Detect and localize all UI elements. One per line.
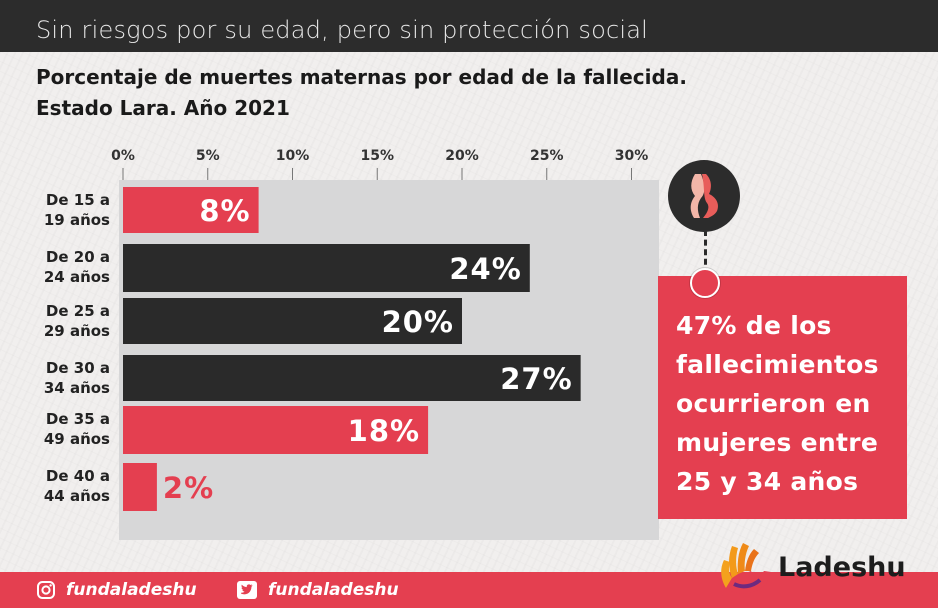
category-label: De 35 a	[46, 410, 110, 428]
bar-chart: 0% 5% 10% 15% 20% 25% 30% De 15 a 19 años 8% De 20…	[44, 148, 659, 540]
category-label: De 25 a	[46, 302, 110, 320]
data-label: 24%	[449, 252, 521, 286]
bar	[123, 355, 581, 401]
pregnant-woman-icon	[668, 160, 740, 232]
category-label: 34 años	[44, 379, 110, 397]
callout-line: ocurrieron en	[676, 389, 871, 418]
callout-text: 47% de los fallecimientos ocurrieron en …	[676, 306, 906, 501]
x-tick-label: 25%	[530, 148, 564, 164]
callout-connector	[704, 230, 707, 284]
category-label: De 15 a	[46, 191, 110, 209]
chart-title-line-2: Estado Lara. Año 2021	[36, 96, 290, 120]
page-subtitle: Sin riesgos por su edad, pero sin protec…	[36, 16, 649, 44]
callout-box	[658, 276, 907, 519]
data-label: 18%	[348, 414, 420, 448]
chart-title: Porcentaje de muertes maternas por edad …	[36, 62, 796, 124]
x-tick-label: 15%	[360, 148, 394, 164]
x-tick-label: 10%	[276, 148, 310, 164]
x-tick-label: 20%	[445, 148, 479, 164]
callout-line: mujeres entre	[676, 428, 879, 457]
instagram-icon	[36, 580, 56, 600]
instagram-handle: fundaladeshu	[66, 580, 197, 600]
footer-bar	[0, 572, 938, 608]
bar	[123, 463, 157, 511]
data-label: 27%	[500, 362, 572, 396]
header-bar: Sin riesgos por su edad, pero sin protec…	[0, 0, 938, 52]
x-tick-label: 5%	[196, 148, 220, 164]
twitter-link[interactable]: fundaladeshu	[236, 580, 399, 600]
chart-title-line-1: Porcentaje de muertes maternas por edad …	[36, 65, 687, 89]
data-label: 2%	[163, 471, 214, 505]
category-label: 49 años	[44, 430, 110, 448]
bar	[123, 244, 530, 292]
category-label: 44 años	[44, 487, 110, 505]
callout-line: 25 y 34 años	[676, 467, 859, 496]
category-label: 24 años	[44, 268, 110, 286]
callout-line: fallecimientos	[676, 350, 879, 379]
instagram-link[interactable]: fundaladeshu	[36, 580, 197, 600]
callout-dot	[690, 268, 720, 298]
ladeshu-logo: Ladeshu	[716, 538, 926, 598]
category-label: 19 años	[44, 211, 110, 229]
category-label: 29 años	[44, 322, 110, 340]
callout-line: 47% de los	[676, 311, 832, 340]
twitter-handle: fundaladeshu	[268, 580, 399, 600]
data-label: 8%	[199, 194, 250, 228]
bar	[123, 298, 462, 344]
category-label: De 30 a	[46, 359, 110, 377]
category-label: De 20 a	[46, 248, 110, 266]
x-tick-label: 0%	[111, 148, 135, 164]
twitter-icon	[236, 580, 258, 600]
category-label: De 40 a	[46, 467, 110, 485]
bar	[123, 187, 259, 233]
logo-text: Ladeshu	[778, 552, 906, 583]
bar	[123, 406, 429, 454]
x-tick-label: 30%	[615, 148, 649, 164]
hand-logo-icon	[721, 543, 771, 594]
data-label: 20%	[382, 305, 454, 339]
